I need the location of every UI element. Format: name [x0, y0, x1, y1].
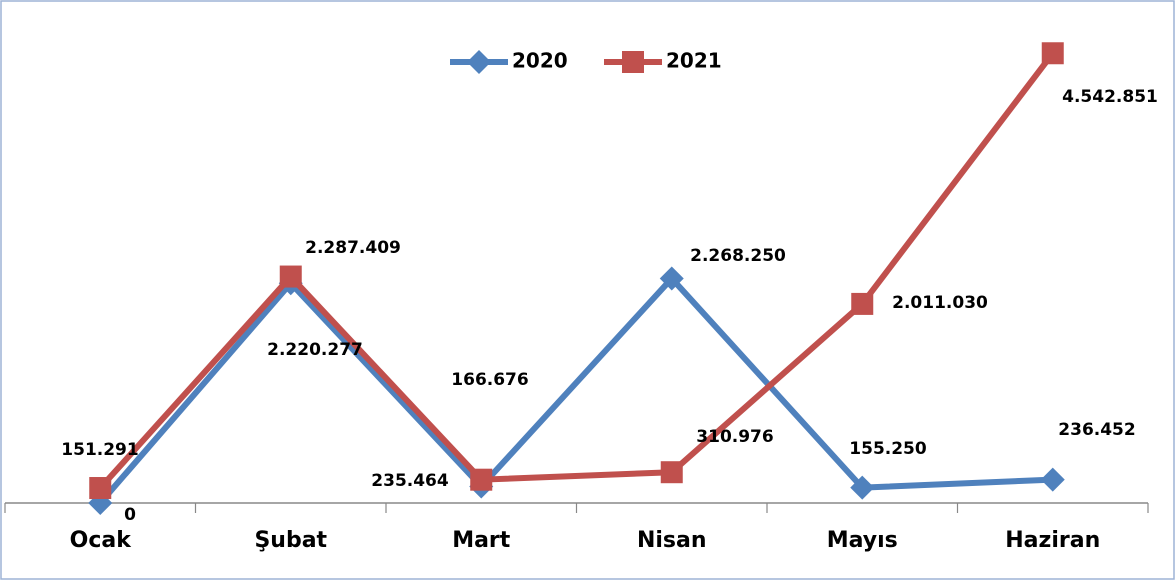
- data-point: [659, 266, 684, 291]
- data-label: 310.976: [696, 427, 773, 447]
- x-tick-label: Haziran: [1005, 528, 1100, 553]
- x-tick-label: Nisan: [637, 528, 707, 553]
- legend-marker: [622, 51, 644, 73]
- series-line: [98, 51, 1056, 491]
- data-label: 155.250: [849, 439, 927, 459]
- data-label: 2.220.277: [267, 340, 363, 360]
- data-point: [660, 461, 683, 484]
- legend-marker: [467, 50, 491, 74]
- data-point: [1040, 467, 1065, 492]
- legend-label: 2021: [666, 49, 722, 73]
- data-point: [850, 475, 875, 500]
- series-line: [97, 275, 1053, 505]
- x-tick-label: Mart: [452, 528, 511, 553]
- x-tick-label: Şubat: [254, 528, 327, 553]
- data-label: 4.542.851: [1062, 87, 1158, 107]
- data-point: [470, 468, 493, 491]
- data-label: 0: [124, 505, 136, 525]
- data-label: 235.464: [371, 471, 449, 491]
- legend-label: 2020: [512, 49, 568, 73]
- data-point: [279, 265, 302, 288]
- data-label: 151.291: [61, 440, 138, 460]
- data-label: 236.452: [1058, 420, 1135, 440]
- x-tick-label: Ocak: [70, 528, 133, 553]
- data-label: 2.287.409: [305, 238, 401, 258]
- data-label: 2.268.250: [690, 246, 786, 266]
- data-label: 2.011.030: [892, 293, 988, 313]
- data-point: [1041, 42, 1064, 65]
- data-label: 166.676: [451, 370, 528, 390]
- x-tick-label: Mayıs: [827, 528, 898, 553]
- data-point: [89, 477, 112, 500]
- data-point: [851, 292, 874, 315]
